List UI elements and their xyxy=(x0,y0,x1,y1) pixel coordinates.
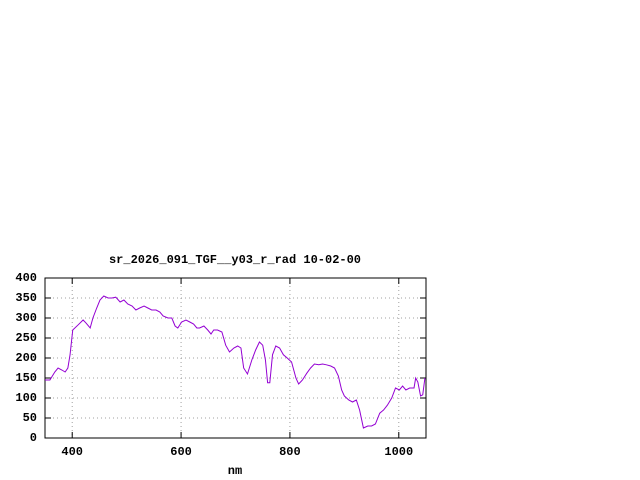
y-tick-label: 0 xyxy=(30,431,37,445)
x-axis-label: nm xyxy=(228,464,242,478)
y-tick-label: 250 xyxy=(15,331,37,345)
x-tick-label: 1000 xyxy=(384,445,413,459)
y-tick-label: 150 xyxy=(15,371,37,385)
x-tick-label: 600 xyxy=(170,445,192,459)
data-line xyxy=(45,295,426,429)
chart-title: sr_2026_091_TGF__y03_r_rad 10-02-00 xyxy=(109,253,361,267)
y-tick-label: 400 xyxy=(15,271,37,285)
plot-border xyxy=(44,277,427,439)
y-tick-label: 350 xyxy=(15,291,37,305)
x-tick-label: 800 xyxy=(279,445,301,459)
y-tick-label: 200 xyxy=(15,351,37,365)
x-tick-label: 400 xyxy=(61,445,83,459)
y-tick-label: 300 xyxy=(15,311,37,325)
y-tick-label: 50 xyxy=(23,411,37,425)
y-tick-label: 100 xyxy=(15,391,37,405)
